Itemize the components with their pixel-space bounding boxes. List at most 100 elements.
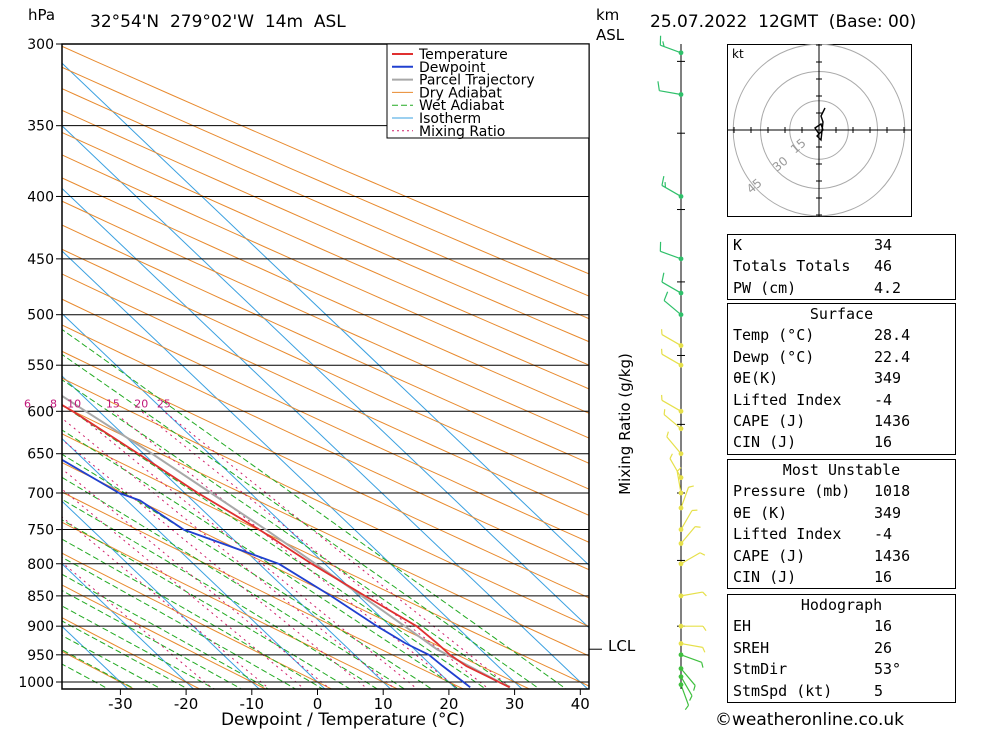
wind-barb xyxy=(678,591,707,599)
dry-adiabat-line xyxy=(62,131,589,366)
wind-barb-staff xyxy=(680,676,693,697)
wet-adiabat-line xyxy=(62,476,406,689)
mixing-ratio-line xyxy=(140,410,490,689)
wind-barb-staff xyxy=(680,668,696,686)
wind-barb xyxy=(659,241,684,262)
wet-adiabat-line xyxy=(62,404,487,689)
wind-barb xyxy=(678,552,706,567)
wind-barb xyxy=(661,272,684,296)
wind-barb-feather xyxy=(701,662,704,668)
dry-adiabat-line xyxy=(62,491,465,689)
dry-adiabat-line xyxy=(62,350,589,599)
mixing-ratio-axis-label: Mixing Ratio (g/kg) xyxy=(616,353,634,495)
wind-barb-staff xyxy=(661,334,682,347)
dry-adiabat-line xyxy=(62,177,589,414)
dry-adiabat-line xyxy=(62,617,201,689)
wind-barb-staff xyxy=(663,414,682,430)
wet-adiabat-line xyxy=(62,453,433,689)
pressure-tick-label: 700 xyxy=(27,486,54,502)
legend-item: Wet Adiabat xyxy=(419,98,505,114)
isotherm-line xyxy=(0,7,21,712)
surface-cape: CAPE (J) 1436 xyxy=(733,411,911,430)
pressure-tick-label: 400 xyxy=(27,189,54,205)
hodo-stmdir: StmDir 53° xyxy=(733,660,902,679)
wind-barb xyxy=(678,485,694,511)
x-tick-label: 40 xyxy=(571,695,590,713)
legend-item: Dry Adiabat xyxy=(419,85,502,101)
mu-theta-e: θE (K) 349 xyxy=(733,503,902,522)
wet-adiabat-line xyxy=(62,328,567,689)
wind-barb xyxy=(678,652,704,668)
x-tick-label: 0 xyxy=(313,695,323,713)
mixing-ratio-label: 20 xyxy=(134,397,148,410)
dry-adiabat-line xyxy=(62,552,333,689)
mixing-ratio-label: 15 xyxy=(106,397,120,410)
copyright-link[interactable]: ©weatheronline.co.uk xyxy=(715,710,905,730)
wind-barb xyxy=(669,453,684,481)
legend-item: Isotherm xyxy=(419,111,481,127)
wet-adiabat-line xyxy=(62,353,541,689)
asl-label: ASL xyxy=(596,26,625,44)
x-axis-label: Dewpoint / Temperature (°C) xyxy=(221,710,465,730)
mu-pressure: Pressure (mb) 1018 xyxy=(733,482,911,501)
dry-adiabat-line xyxy=(62,461,531,689)
surface-temp: Temp (°C) 28.4 xyxy=(733,326,911,345)
wind-barb xyxy=(657,81,684,97)
mixing-ratio-line xyxy=(73,410,418,689)
wind-barb-feather xyxy=(699,552,706,556)
lcl-label: LCL xyxy=(608,637,636,655)
dry-adiabat-line xyxy=(62,248,589,490)
wet-adiabat-line xyxy=(62,556,297,689)
surface-dewp: Dewp (°C) 22.4 xyxy=(733,347,911,366)
surface-table: Surface Temp (°C) 28.4 Dewp (°C) 22.4 θE(K… xyxy=(727,303,956,455)
x-tick-label: -10 xyxy=(240,695,265,713)
dry-adiabat-line xyxy=(62,298,589,543)
dewpoint-line xyxy=(62,458,471,689)
wind-barb-staff xyxy=(659,90,682,96)
wind-barb xyxy=(661,176,684,199)
pressure-tick-label: 900 xyxy=(27,619,54,635)
wind-barb-staff xyxy=(676,471,682,494)
isotherm-line xyxy=(62,563,195,689)
surface-title: Surface xyxy=(809,305,874,323)
isotherm-line xyxy=(62,375,392,689)
index-row-pw: PW (cm) 4.2 xyxy=(733,278,902,297)
hodo-stmspd: StmSpd (kt) 5 xyxy=(733,681,884,700)
hodo-sreh: SREH 26 xyxy=(733,638,893,657)
wind-barb-feather xyxy=(663,291,669,301)
mixing-ratio-line xyxy=(62,468,331,689)
wet-adiabat-line xyxy=(62,538,324,689)
mixing-ratio-label: 10 xyxy=(67,397,81,410)
surface-cin: CIN (J) 16 xyxy=(733,433,893,452)
pressure-tick-label: 1000 xyxy=(18,675,54,691)
x-tick-label: 30 xyxy=(505,695,524,713)
index-row-totals-totals: Totals Totals 46 xyxy=(733,257,893,276)
dry-adiabat-line xyxy=(62,433,589,687)
wind-barb-feather xyxy=(702,647,706,653)
pressure-tick-label: 850 xyxy=(27,589,54,605)
isotherm-line xyxy=(62,437,326,689)
dry-adiabat-line xyxy=(62,521,399,689)
mu-cin: CIN (J) 16 xyxy=(733,567,893,586)
wind-barb-staff xyxy=(680,591,703,597)
dry-adiabat-line xyxy=(62,154,589,390)
wind-barb xyxy=(678,674,693,701)
dry-adiabat-line xyxy=(62,66,589,297)
surface-lifted-index: Lifted Index -4 xyxy=(733,390,893,409)
index-row-k: K 34 xyxy=(733,236,893,254)
parcel-trajectory-line xyxy=(62,394,511,689)
wind-barb-feather xyxy=(702,591,707,597)
wind-barb-feather xyxy=(661,272,665,283)
wind-barb-dot xyxy=(678,641,684,646)
hodograph-table: Hodograph EH 16 SREH 26 StmDir 53° StmSpd (… xyxy=(727,594,956,703)
most-unstable-title: Most Unstable xyxy=(782,461,901,479)
wind-barb-staff xyxy=(680,684,690,706)
wind-barb-staff xyxy=(661,399,682,412)
wind-barb-staff xyxy=(680,642,703,648)
mu-cape: CAPE (J) 1436 xyxy=(733,546,911,565)
wind-barb-dot xyxy=(678,652,684,658)
wind-barb xyxy=(661,329,684,348)
dry-adiabat-line xyxy=(62,109,589,343)
